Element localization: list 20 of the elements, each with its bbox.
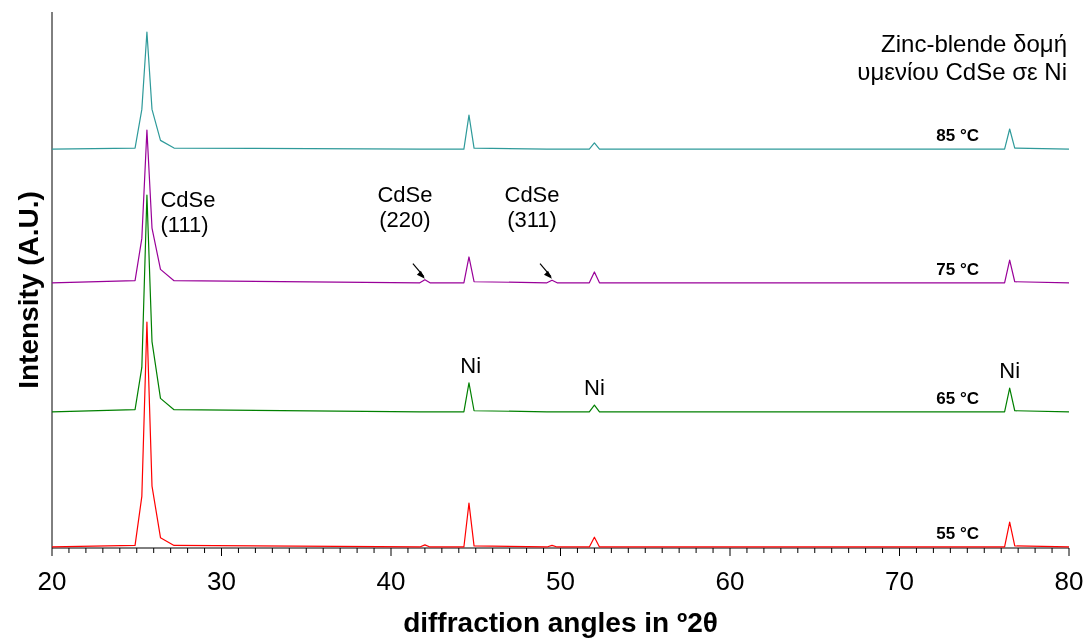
annotation: CdSe (111) — [160, 187, 216, 238]
annotation: CdSe (311) — [504, 181, 560, 232]
annotation: Zinc-blende δομή υμενίου CdSe σε Ni — [857, 30, 1067, 85]
x-axis-title: diffraction angles in º2θ — [403, 607, 718, 638]
annotation: CdSe (220) — [377, 181, 433, 232]
x-tick-label: 30 — [207, 566, 236, 596]
x-tick-label: 40 — [376, 566, 406, 596]
x-tick-label: 20 — [37, 566, 67, 596]
series-label: 75 °C — [936, 259, 979, 279]
x-tick-label: 80 — [1054, 566, 1084, 596]
y-axis-title: Intensity (A.U.) — [13, 191, 44, 389]
annotation: Ni — [460, 352, 482, 378]
x-tick-label: 70 — [885, 566, 914, 596]
series-label: 55 °C — [936, 523, 979, 543]
annotation: Ni — [999, 358, 1021, 384]
series-label: 65 °C — [936, 388, 979, 408]
x-tick-label: 50 — [546, 566, 575, 596]
annotation: Ni — [584, 375, 605, 401]
x-tick-label: 60 — [715, 566, 745, 596]
series-label: 85 °C — [936, 126, 979, 146]
